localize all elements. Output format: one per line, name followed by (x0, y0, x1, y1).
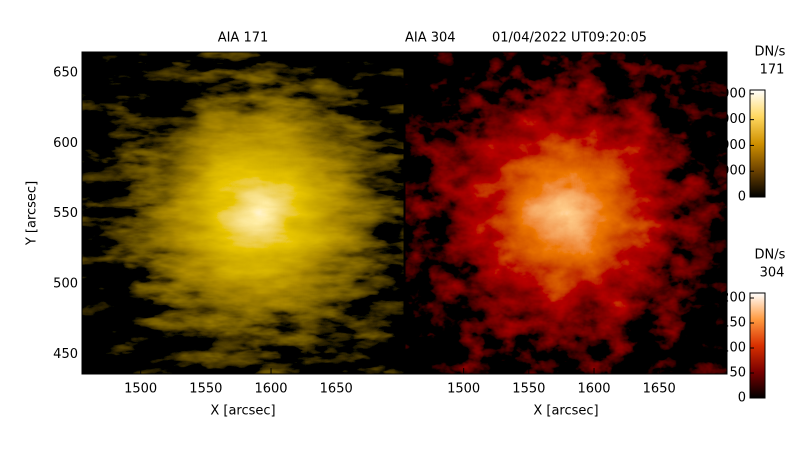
x-tick-label: 1600 (577, 382, 610, 397)
colorbar-tick-label: 0 (738, 190, 746, 205)
panel-title: AIA 171 (218, 31, 269, 46)
colorbar-tick-label: 50 (729, 366, 746, 381)
y-tick-label: 650 (53, 66, 78, 81)
x-tick-label: 1550 (512, 382, 545, 397)
colorbar (749, 89, 766, 198)
colorbar-channel: 304 (760, 266, 785, 281)
y-tick-label: 550 (53, 206, 78, 221)
y-tick-label: 500 (53, 277, 78, 292)
solar-image (405, 52, 727, 374)
colorbar-unit: DN/s (755, 248, 786, 263)
panel-subtitle: 01/04/2022 UT09:20:05 (492, 31, 647, 46)
x-tick-label: 1500 (447, 382, 480, 397)
colorbar-tick-label: 0 (738, 391, 746, 406)
x-tick-label: 1650 (643, 382, 676, 397)
colorbar-tick-label: 100 (721, 341, 746, 356)
colorbar-tick-label: 150 (721, 316, 746, 331)
panel-title: AIA 304 (405, 31, 456, 46)
colorbar (749, 292, 766, 399)
x-tick-label: 1550 (189, 382, 222, 397)
x-tick-label: 1500 (124, 382, 157, 397)
x-axis-label: X [arcsec] (210, 404, 275, 419)
y-tick-label: 450 (53, 347, 78, 362)
y-axis-label: Y [arcsec] (25, 181, 40, 246)
plot-frame (81, 51, 405, 375)
plot-frame (404, 51, 728, 375)
colorbar-unit: DN/s (755, 45, 786, 60)
x-axis-label: X [arcsec] (533, 404, 598, 419)
colorbar-tick-label: 200 (721, 291, 746, 306)
x-tick-label: 1650 (320, 382, 353, 397)
solar-image (82, 52, 404, 374)
y-tick-label: 600 (53, 136, 78, 151)
x-tick-label: 1600 (254, 382, 287, 397)
colorbar-channel: 171 (760, 63, 785, 78)
